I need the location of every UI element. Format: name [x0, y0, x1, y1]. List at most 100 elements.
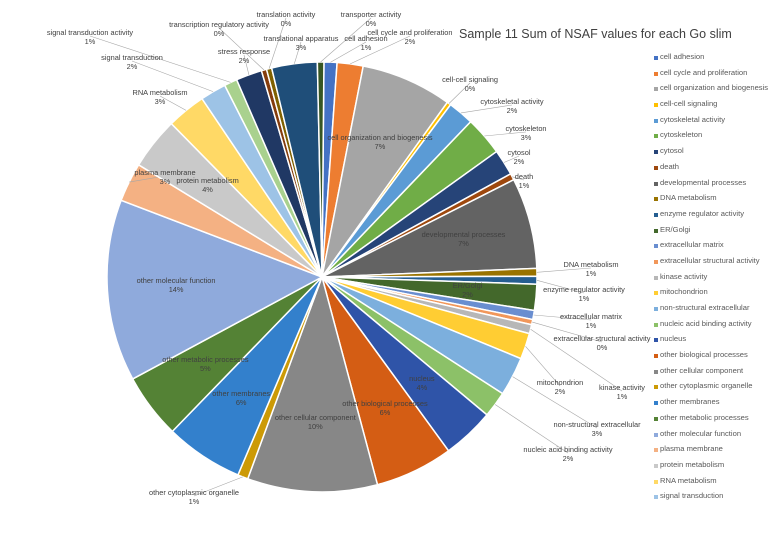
data-label-percent: 3%: [154, 97, 166, 106]
leader-line: [530, 328, 623, 392]
data-label-percent: 10%: [307, 422, 323, 432]
data-label-percent: 1%: [578, 294, 590, 303]
legend-item: cell-cell signaling: [652, 99, 777, 115]
data-label: cytosol 2%: [507, 148, 530, 166]
leader-line: [533, 314, 592, 321]
leader-line: [243, 54, 250, 75]
leader-line: [484, 131, 527, 137]
legend-swatch: [654, 259, 658, 264]
data-label-name: nucleic acid binding activity: [523, 445, 613, 454]
data-label: enzyme regulator activity 1%: [543, 285, 625, 303]
legend-label: non-structural extracellular: [660, 303, 750, 312]
legend-item: DNA metabolism: [652, 193, 777, 209]
data-label-name: extracellular structural activity: [553, 334, 651, 343]
legend-label: kinase activity: [660, 271, 708, 281]
data-label-name: transcription regulatory activity: [169, 20, 269, 29]
legend-swatch: [654, 432, 658, 437]
data-label-name: other cellular component: [274, 413, 356, 423]
data-label-name: translational apparatus: [263, 34, 339, 43]
legend-item: enzyme regulator activity: [652, 209, 777, 225]
data-label-percent: 5%: [200, 364, 211, 374]
data-label-percent: 2%: [404, 37, 416, 46]
legend-item: signal transduction: [652, 491, 777, 507]
data-label: transporter activity 0%: [341, 10, 401, 28]
data-label-name: other biological processes: [342, 398, 428, 408]
data-label-percent: 7%: [458, 239, 469, 249]
legend-label: cell-cell signaling: [660, 99, 718, 109]
data-label: death 1%: [515, 172, 534, 190]
data-label-name: cytoskeleton: [505, 124, 547, 133]
legend-item: kinase activity: [652, 272, 777, 288]
data-label-percent: 0%: [280, 19, 292, 28]
data-label-percent: 2%: [506, 106, 518, 115]
data-label-name: other cytoplasmic organelle: [149, 488, 239, 497]
leader-line: [448, 82, 471, 104]
data-label-name: enzyme regulator activity: [543, 285, 625, 294]
data-label-name: extracellular matrix: [559, 312, 623, 321]
leader-line: [294, 41, 302, 64]
legend-item: non-structural extracellular: [652, 303, 777, 319]
data-label: stress response 2%: [218, 47, 270, 65]
data-label-name: protein metabolism: [176, 176, 239, 186]
legend-label: ER/Golgi: [660, 224, 691, 234]
data-label: DNA metabolism 1%: [563, 260, 618, 278]
data-label: kinase activity 1%: [599, 383, 645, 401]
legend-item: developmental processes: [652, 178, 777, 194]
legend-item: cytosol: [652, 146, 777, 162]
data-label-name: cell organization and biogenesis: [327, 132, 433, 142]
leader-line: [268, 17, 287, 69]
legend-item: cell organization and biogenesis: [652, 83, 777, 99]
data-label-percent: 1%: [585, 321, 597, 330]
data-label-name: nucleus: [409, 373, 435, 383]
data-label: nucleic acid binding activity 2%: [523, 445, 612, 463]
data-label: non-structural extracellular 3%: [553, 420, 640, 438]
data-label-name: cell cycle and proliferation: [367, 28, 453, 37]
legend-swatch: [654, 197, 658, 202]
legend-item: cytoskeletal activity: [652, 115, 777, 131]
data-label-percent: 4%: [416, 382, 428, 392]
legend-swatch: [654, 401, 658, 406]
data-label-percent: 2%: [513, 157, 525, 166]
legend-swatch: [654, 385, 658, 390]
leader-line: [159, 95, 187, 111]
data-label-name: other metabolic processes: [162, 355, 249, 365]
data-label: other cytoplasmic organelle 1%: [149, 488, 239, 506]
legend-label: nucleic acid binding activity: [660, 318, 752, 328]
pie-slice: [106, 199, 324, 380]
legend-label: plasma membrane: [660, 444, 723, 454]
data-label: extracellular structural activity 0%: [554, 334, 651, 352]
legend-label: enzyme regulator activity: [660, 208, 744, 218]
legend-label: nucleus: [660, 334, 687, 344]
legend-swatch: [654, 150, 658, 155]
legend-swatch: [654, 322, 658, 327]
legend-swatch: [654, 448, 658, 453]
legend-swatch: [654, 354, 658, 359]
data-label: other biological processes 6%: [342, 399, 427, 417]
legend-swatch: [654, 87, 658, 92]
legend-item: other membranes: [652, 397, 777, 413]
legend-swatch: [654, 416, 658, 421]
data-label-name: other membranes: [212, 388, 271, 398]
data-label-name: signal transduction: [101, 53, 163, 62]
legend-swatch: [654, 212, 658, 217]
data-label-name: kinase activity: [598, 383, 646, 392]
data-label-percent: 14%: [168, 285, 184, 295]
data-label: signal transduction activity 1%: [47, 28, 133, 46]
legend-label: RNA metabolism: [660, 475, 717, 485]
legend-swatch: [654, 181, 658, 186]
legend-item: extracellular structural activity: [652, 256, 777, 272]
legend-item: cytoskeleton: [652, 130, 777, 146]
legend-label: other biological processes: [660, 350, 748, 360]
data-label-percent: 3%: [159, 177, 171, 186]
data-label-percent: 2%: [562, 454, 574, 463]
leader-line: [525, 346, 561, 387]
data-label-percent: 1%: [616, 392, 628, 401]
legend-label: cytosol: [660, 146, 684, 156]
legend-swatch: [654, 228, 658, 233]
leader-line: [193, 476, 243, 497]
data-label-name: cytoskeletal activity: [480, 97, 544, 106]
data-label: cell-cell signaling 0%: [442, 75, 498, 93]
data-label-name: transporter activity: [340, 10, 402, 19]
data-label: other molecular function 14%: [137, 276, 216, 294]
legend-item: ER/Golgi: [652, 225, 777, 241]
